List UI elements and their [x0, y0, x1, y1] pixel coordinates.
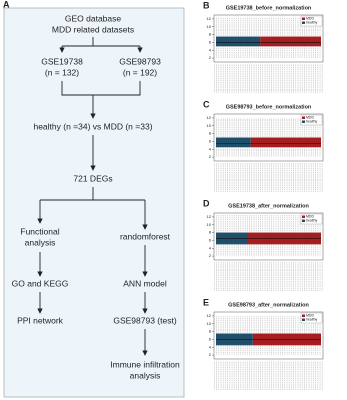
- legend-swatch: [302, 314, 305, 317]
- y-tick-label: 6: [209, 237, 212, 242]
- chart-title: GSE98793_before_normalization: [226, 104, 312, 110]
- y-tick-label: 4: [209, 146, 212, 151]
- legend-label: healthy: [306, 318, 318, 322]
- y-tick-label: 12: [207, 115, 212, 120]
- arrows: [37, 37, 148, 356]
- panel-label: A: [3, 0, 10, 9]
- sample-labels: [214, 262, 323, 291]
- legend-label: healthy: [306, 219, 318, 223]
- node-text: (n = 192): [123, 67, 157, 77]
- y-tick-label: 8: [209, 32, 212, 37]
- whisker-band: [250, 147, 321, 158]
- legend-label: MDD: [306, 314, 314, 318]
- whisker-band: [216, 46, 261, 59]
- panel-label: C: [203, 99, 210, 109]
- whisker-band: [216, 345, 253, 356]
- legend-label: MDD: [306, 116, 314, 120]
- y-tick-label: 4: [209, 344, 212, 349]
- panel-label: D: [203, 198, 210, 208]
- box: [250, 137, 321, 148]
- legend-label: MDD: [306, 17, 314, 21]
- node-text: Functional: [20, 226, 59, 236]
- legend-swatch: [302, 17, 305, 20]
- chart-title: GSE19738_before_normalization: [226, 5, 312, 11]
- sample-labels: [214, 64, 323, 93]
- y-tick-label: 10: [207, 222, 212, 227]
- legend-swatch: [302, 116, 305, 119]
- panel-label: B: [203, 0, 210, 10]
- panel-label: E: [203, 297, 209, 307]
- whisker-band: [252, 345, 321, 356]
- node-text: GEO database: [65, 13, 122, 23]
- node-text: ANN model: [123, 278, 167, 288]
- legend-swatch: [302, 120, 305, 123]
- y-tick-label: 4: [209, 245, 212, 250]
- node-text: GSE19738: [41, 56, 83, 66]
- node-text: GSE98793: [119, 56, 161, 66]
- sample-labels: [214, 163, 323, 192]
- y-tick-label: 6: [209, 336, 212, 341]
- legend-label: healthy: [306, 21, 318, 25]
- y-tick-label: 10: [207, 321, 212, 326]
- legend-box: [300, 15, 323, 27]
- legend-swatch: [302, 215, 305, 218]
- node-text: 721 DEGs: [73, 173, 112, 183]
- node-text: randomforest: [120, 231, 171, 241]
- y-tick-label: 12: [207, 214, 212, 219]
- y-tick-label: 2: [209, 154, 212, 159]
- y-tick-label: 10: [207, 123, 212, 128]
- y-tick-label: 8: [209, 131, 212, 136]
- whisker-band: [260, 46, 321, 59]
- whisker-band: [216, 16, 261, 37]
- node-text: analysis: [25, 237, 56, 247]
- node-text: MDD related datasets: [52, 24, 134, 34]
- node-text: (n = 132): [45, 67, 79, 77]
- legend-label: healthy: [306, 120, 318, 124]
- legend-label: MDD: [306, 215, 314, 219]
- legend-swatch: [302, 219, 305, 222]
- legend-swatch: [302, 21, 305, 24]
- legend-box: [300, 213, 323, 225]
- whisker-band: [216, 147, 251, 158]
- whisker-band: [247, 244, 321, 257]
- y-tick-label: 8: [209, 329, 212, 334]
- whisker-band: [216, 315, 253, 334]
- y-tick-label: 2: [209, 352, 212, 357]
- box: [260, 36, 321, 47]
- node-text: healthy (n =34) vs MDD (n =33): [33, 121, 152, 131]
- whisker-band: [216, 117, 251, 138]
- y-tick-label: 2: [209, 55, 212, 60]
- y-tick-label: 10: [207, 24, 212, 29]
- y-tick-label: 4: [209, 47, 212, 52]
- node-text: analysis: [130, 370, 161, 380]
- y-tick-label: 12: [207, 16, 212, 21]
- legend-swatch: [302, 318, 305, 321]
- box: [216, 36, 261, 47]
- legend-box: [300, 114, 323, 126]
- y-tick-label: 12: [207, 313, 212, 318]
- y-tick-label: 8: [209, 230, 212, 235]
- y-tick-label: 2: [209, 253, 212, 258]
- chart-title: GSE98793_after_normalization: [228, 302, 309, 308]
- node-text: Immune infiltration: [110, 359, 180, 369]
- whisker-band: [216, 244, 248, 257]
- charts: B GSE19738_before_normalization 2 4 6 8 10 12 MD…: [203, 0, 324, 390]
- node-text: GO and KEGG: [12, 278, 69, 288]
- y-tick-label: 6: [209, 138, 212, 143]
- chart-title: GSE19738_after_normalization: [228, 203, 309, 209]
- legend-box: [300, 312, 323, 324]
- panel-a-bg: [3, 7, 185, 398]
- y-tick-label: 6: [209, 39, 212, 44]
- box: [216, 137, 251, 148]
- node-text: GSE98793 (test): [113, 315, 176, 325]
- node-text: PPI network: [17, 315, 64, 325]
- sample-labels: [214, 361, 323, 390]
- whisker-band: [216, 214, 248, 233]
